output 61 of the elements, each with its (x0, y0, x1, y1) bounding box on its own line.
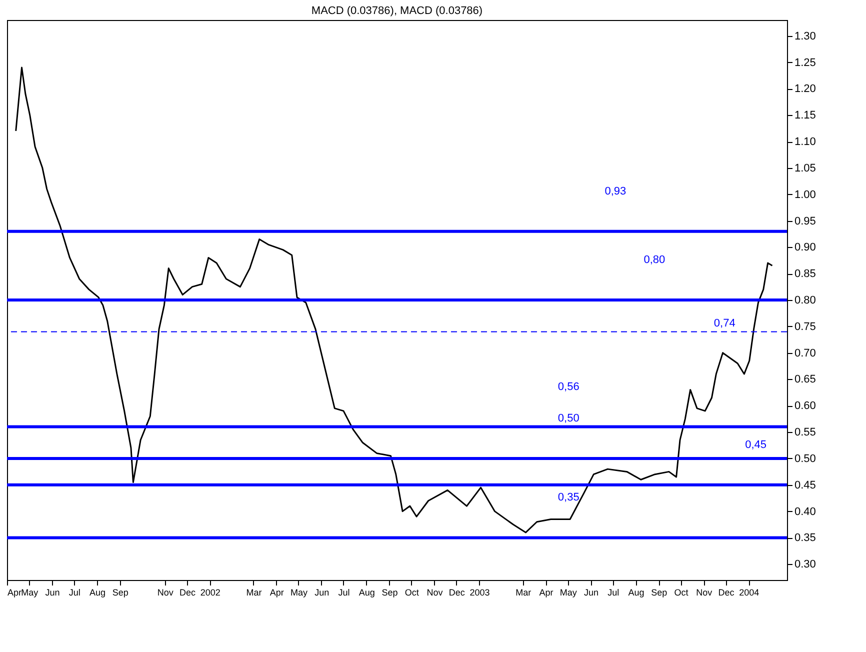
y-tick-label: 0.80 (794, 294, 816, 306)
y-tick-label: 1.00 (794, 188, 816, 201)
y-tick-label: 0.35 (794, 532, 816, 544)
y-tick-label: 0.40 (794, 506, 816, 518)
ref-line-label: 0,56 (558, 380, 580, 393)
x-tick-label: Jul (608, 588, 620, 598)
y-tick-label: 1.15 (794, 110, 816, 122)
chart-title: MACD (0.03786), MACD (0.03786) (311, 5, 483, 17)
x-tick-label: Jun (584, 588, 598, 598)
y-tick-label: 1.30 (794, 30, 816, 42)
x-tick-label: Nov (696, 588, 713, 598)
x-tick-label: Jun (45, 588, 60, 598)
x-tick-label: 2003 (470, 588, 490, 598)
x-tick-label: Jul (68, 588, 80, 598)
x-tick-label: Aug (90, 588, 106, 598)
x-tick-label: Apr (8, 588, 22, 598)
x-tick-label: Jun (314, 588, 330, 598)
x-tick-label: Nov (426, 588, 444, 598)
y-tick-label: 1.25 (794, 56, 816, 69)
y-tick-label: 0.95 (794, 215, 816, 228)
y-tick-label: 1.05 (794, 162, 816, 174)
x-tick-label: Jul (338, 588, 350, 598)
x-tick-label: Sep (112, 588, 128, 598)
x-tick-label: Oct (404, 588, 420, 598)
x-tick-label: Sep (382, 588, 398, 598)
line-series (15, 66, 773, 534)
x-tick-label: Mar (246, 588, 262, 598)
ref-line-label: 0,45 (745, 438, 767, 451)
x-tick-label: Oct (674, 588, 689, 598)
ref-line-label: 0,74 (714, 318, 736, 330)
y-tick-label: 0.55 (794, 426, 816, 439)
ref-line-label: 0,50 (558, 412, 580, 424)
ref-line-label: 0,80 (644, 254, 666, 266)
x-tick-label: Dec (448, 588, 466, 598)
y-tick-label: 0.60 (794, 400, 816, 412)
x-tick-label: Aug (628, 588, 644, 598)
x-tick-label: Dec (718, 588, 735, 598)
x-tick-label: May (290, 588, 308, 598)
x-tick-label: Dec (180, 588, 196, 598)
y-tick-label: 0.45 (794, 479, 816, 492)
y-tick-label: 0.85 (794, 268, 816, 280)
x-tick-label: May (21, 588, 39, 598)
y-tick-label: 1.10 (794, 136, 816, 148)
y-tick-label: 1.20 (794, 83, 816, 96)
y-tick-label: 0.75 (794, 320, 816, 333)
x-tick-label: Mar (516, 588, 532, 598)
x-tick-label: Apr (539, 588, 554, 598)
x-tick-label: Sep (651, 588, 668, 598)
x-tick-label: 2004 (739, 588, 760, 598)
x-tick-label: Nov (157, 588, 174, 598)
x-tick-label: 2002 (200, 588, 220, 598)
ref-line-label: 0,35 (558, 492, 580, 504)
y-tick-label: 0.90 (794, 242, 816, 254)
ref-line-label: 0,93 (604, 185, 626, 198)
y-tick-label: 0.70 (794, 347, 816, 360)
x-tick-label: May (560, 588, 578, 598)
y-tick-label: 0.65 (794, 374, 816, 386)
x-tick-label: Apr (270, 588, 284, 598)
y-tick-label: 0.30 (794, 558, 816, 571)
x-tick-label: Aug (358, 588, 375, 598)
y-tick-label: 0.50 (794, 452, 816, 465)
